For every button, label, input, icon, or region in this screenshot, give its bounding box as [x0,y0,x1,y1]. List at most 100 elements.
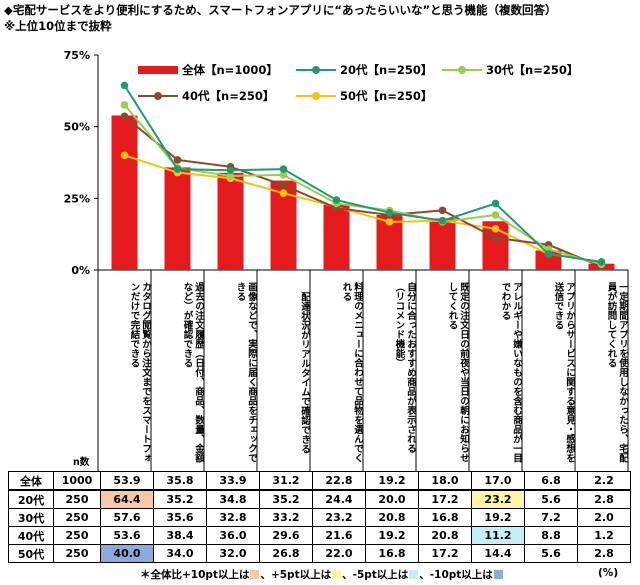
bar-total [111,115,138,270]
point-50s [120,151,129,160]
legend-label-40s: 40代【n=250】 [182,89,275,103]
table-cell: 57.6 [100,508,154,527]
table-row: 全体 1000 53.9 35.8 33.9 31.2 22.8 19.2 18.0 17.0 6.… [8,471,631,491]
legend-swatch-total [138,64,178,76]
table-row: 20代 250 64.4 35.2 34.8 35.2 24.4 20.0 17.2 23.2 5.… [8,489,631,509]
table-row: 50代 250 40.0 34.0 32.0 26.8 22.0 16.8 17.2 14.4 5.… [8,544,631,563]
table-cell: 35.6 [153,508,207,527]
point-40s [438,206,447,215]
legend-item-total: 全体【n=1000】 [138,62,278,78]
table-cell: 35.8 [153,471,207,491]
table-cell: 1.2 [577,526,631,545]
table-cell: 64.4 [100,489,154,509]
row-group-label: 50代 [8,544,54,563]
bar-total [164,167,191,270]
y-tick-label: 50% [64,121,90,134]
swatch-plus5 [332,570,342,579]
table-cell: 20.8 [365,508,419,527]
table-cell: 18.0 [418,471,472,491]
bar-total [217,172,244,270]
line-20s [123,84,602,263]
table-cell: 20.0 [365,489,419,509]
category-label: 料理のメニューに合わせて品物を選んでくれる [340,282,364,463]
footnote: ＊全体比+10pt以上は 、+5pt以上は 、-5pt以上は 、-10pt以上は [140,567,504,582]
data-table: 全体 1000 53.9 35.8 33.9 31.2 22.8 19.2 18.0 17.0 6.… [8,471,631,563]
table-cell: 5.6 [524,489,578,509]
table-cell: 16.8 [365,544,419,563]
table-cell: 26.8 [259,544,313,563]
row-group-label: 全体 [8,471,54,491]
category-label: 一定期間アプリを使用しなかったら、宅配員が訪問してくれる [605,282,629,463]
row-n-count: 250 [53,489,101,509]
table-cell: 14.4 [471,544,525,563]
table-cell: 31.2 [259,471,313,491]
unit-label: (%) [598,567,619,579]
table-cell: 29.6 [259,526,313,545]
category-label: 自分に合ったおすすめ商品が表示される（リコメンド機能） [393,282,417,453]
point-50s [385,218,394,226]
y-tick-label: 25% [64,192,90,205]
table-cell: 17.0 [471,471,525,491]
table-cell: 33.2 [259,508,313,527]
row-n-count: 250 [53,544,101,563]
table-cell: 53.6 [100,526,154,545]
legend-item-40s: 40代【n=250】 [138,88,274,104]
legend-swatch-50s [296,90,336,102]
footnote-m10: 、-10pt以上は [419,569,493,581]
table-cell: 34.8 [206,489,260,509]
point-20s [332,196,341,204]
table-cell: 35.2 [153,489,207,509]
table-cell: 23.2 [312,508,366,527]
row-n-count: 1000 [53,471,101,491]
table-cell: 17.2 [418,489,472,509]
row-n-count: 250 [53,526,101,545]
table-cell: 32.8 [206,508,260,527]
chart-title-line1: ◆宅配サービスをより便利にするため、スマートフォンアプリに“あったらいいな”と思… [4,3,557,17]
legend-item-50s: 50代【n=250】 [296,88,432,104]
row-group-label: 20代 [8,489,54,509]
table-cell: 24.4 [312,489,366,509]
line-40s [123,115,602,268]
chart-legend: 全体【n=1000】 20代【n=250】 30代【n=250】 40代【n=2… [138,60,578,106]
legend-label-50s: 50代【n=250】 [340,89,433,103]
table-cell: 33.9 [206,471,260,491]
swatch-minus10 [493,570,503,579]
table-cell: 8.8 [524,526,578,545]
category-label: 画像などで、実際に届く商品をチェックできる [234,282,258,463]
table-cell: 19.2 [365,471,419,491]
table-row: 30代 250 57.6 35.6 32.8 33.2 23.2 20.8 16.8 19.2 7.… [8,508,631,527]
point-30s [491,211,500,219]
n-count-label: n数 [73,457,90,468]
swatch-minus5 [409,570,419,579]
row-n-count: 250 [53,508,101,527]
table-cell: 2.8 [577,489,631,509]
table-cell: 2.2 [577,471,631,491]
category-label: アプリからサービスに関する意見・感想を送信できる [552,282,576,463]
point-40s [120,112,129,121]
table-cell: 19.2 [471,508,525,527]
chart-title: ◆宅配サービスをより便利にするため、スマートフォンアプリに“あったらいいな”と思… [4,2,636,34]
bar-total [323,204,350,270]
point-30s [279,171,288,179]
table-cell: 19.2 [365,526,419,545]
bar-total [429,218,456,270]
point-40s [491,234,500,242]
table-cell: 23.2 [471,489,525,509]
table-cell: 21.6 [312,526,366,545]
table-cell: 22.8 [312,471,366,491]
bar-series [111,115,615,270]
table-cell: 53.9 [100,471,154,491]
legend-swatch-40s [138,90,178,102]
y-tick-label: 0% [71,264,90,277]
table-cell: 40.0 [100,544,154,563]
table-cell: 6.8 [524,471,578,491]
table-cell: 17.2 [418,544,472,563]
category-label: カタログ閲覧から注文までをスマートフォンだけで完結できる [128,282,152,463]
point-40s [173,156,182,164]
legend-label-30s: 30代【n=250】 [486,63,579,77]
table-cell: 2.0 [577,508,631,527]
point-30s [226,172,235,180]
footnote-m5: 、-5pt以上は [342,569,409,581]
legend-item-20s: 20代【n=250】 [296,62,432,78]
point-20s [597,258,606,266]
